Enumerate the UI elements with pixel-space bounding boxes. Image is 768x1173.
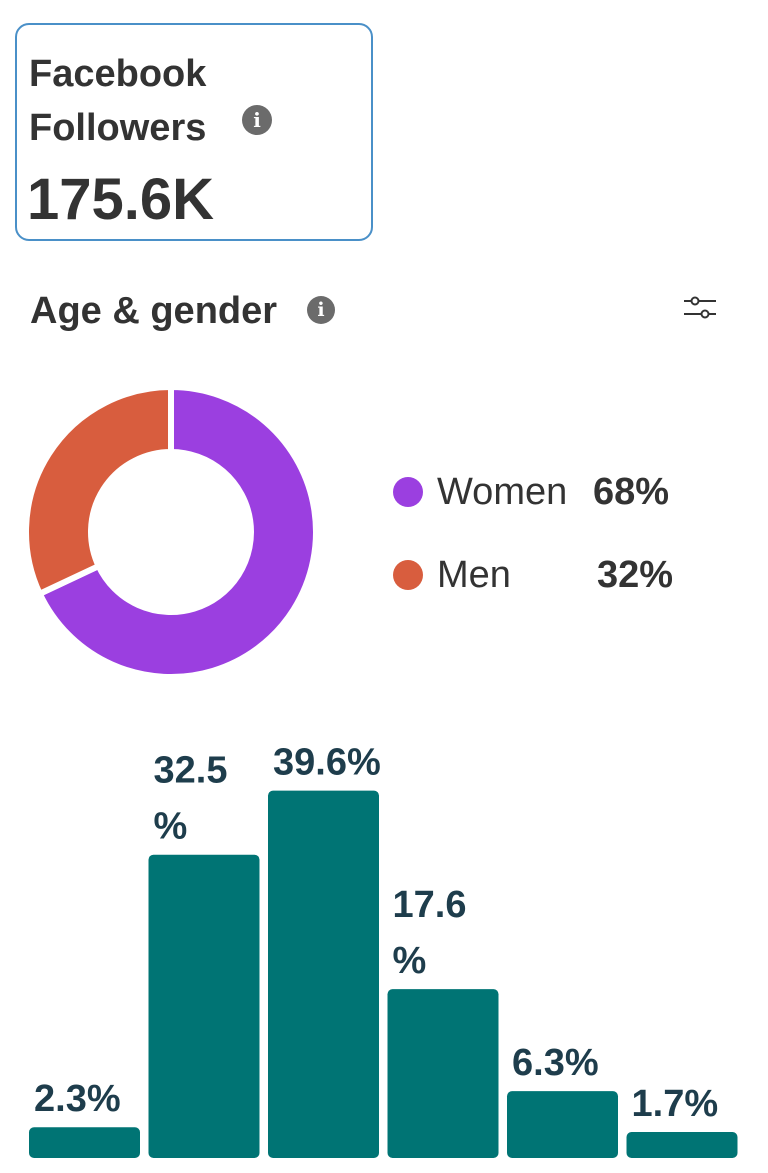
bar-value-label: 39.6% [273, 742, 381, 784]
sliders-icon [684, 296, 716, 319]
bar-value-label: % [154, 806, 188, 848]
bar-value-label: 6.3% [512, 1042, 599, 1084]
legend-value-men: 32% [597, 554, 674, 596]
donut-slice-women [35, 387, 316, 677]
followers-count: 175.6K [27, 167, 215, 232]
bar-value-label: 32.5 [154, 750, 228, 792]
legend-label-men: Men [437, 554, 511, 596]
bar-value-label: % [393, 940, 427, 982]
followers-card[interactable]: Facebook Followers i 175.6K [15, 23, 373, 241]
gender-donut-chart [26, 387, 316, 677]
followers-title: Facebook Followers [29, 53, 207, 149]
age-bar [626, 1132, 738, 1158]
legend-dot-men [393, 560, 423, 590]
legend-dot-women [393, 477, 423, 507]
age-bar [268, 790, 379, 1158]
age-bar-chart: 2.3% 32.5% 39.6% 17.6% 6.3% 1.7% [29, 742, 738, 1158]
age-bar [148, 854, 260, 1158]
info-icon[interactable]: i [307, 296, 335, 324]
age-bar [29, 1127, 140, 1158]
donut-slice-men [26, 387, 174, 598]
legend-value-women: 68% [593, 471, 670, 513]
filter-button[interactable] [682, 292, 718, 324]
bar-value-label: 2.3% [34, 1078, 121, 1120]
legend-label-women: Women [437, 471, 568, 513]
section-title: Age & gender [30, 290, 278, 332]
bar-value-label: 1.7% [632, 1083, 719, 1125]
bar-value-label: 17.6 [393, 884, 467, 926]
age-bar [507, 1091, 618, 1158]
info-icon[interactable]: i [242, 105, 272, 135]
age-bar [387, 989, 499, 1158]
